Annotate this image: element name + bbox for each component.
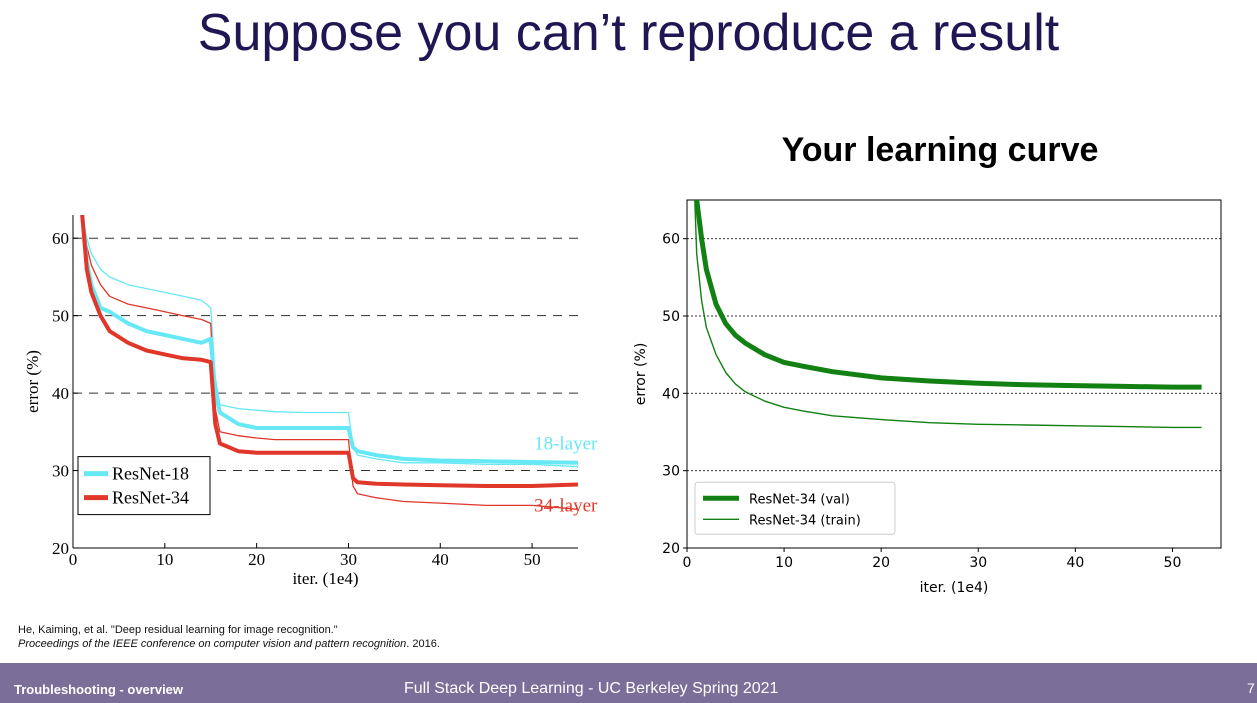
x-tick-label: 0 [683, 555, 692, 571]
chart-legend: ResNet-34 (val) ResNet-34 (train) [694, 481, 896, 535]
y-tick-label: 60 [662, 232, 680, 248]
x-tick-label: 0 [69, 550, 78, 569]
x-tick-label: 50 [1164, 555, 1182, 571]
y-tick-label: 30 [662, 464, 680, 480]
annotation-18-layer: 18-layer [534, 433, 598, 454]
y-tick-label: 40 [52, 384, 69, 403]
y-axis-label: error (%) [633, 343, 649, 406]
y-tick-label: 20 [52, 539, 69, 558]
series-line-resnet-18 [80, 214, 579, 465]
slide-footer: Troubleshooting - overview Full Stack De… [0, 663, 1257, 703]
series-line-resnet-34-train [81, 214, 579, 510]
slide-title: Suppose you can’t reproduce a result [197, 4, 1060, 62]
citation-venue: Proceedings of the IEEE conference on co… [18, 638, 407, 650]
citation: He, Kaiming, et al. "Deep residual learn… [18, 623, 440, 651]
series-line-resnet-34-val [694, 200, 1202, 390]
series-line-resnet-18-train [81, 214, 579, 468]
series-line-resnet-34 [80, 214, 579, 488]
plot-frame [686, 199, 1222, 549]
y-tick-label: 40 [662, 386, 680, 402]
annotation-34-layer: 34-layer [534, 495, 598, 516]
citation-line-2: Proceedings of the IEEE conference on co… [18, 637, 440, 651]
x-tick-label: 30 [340, 550, 357, 569]
legend-box [694, 481, 896, 535]
y-axis-label: error (%) [23, 350, 42, 413]
citation-year: . 2016. [406, 638, 440, 650]
y-tick-label: 50 [662, 309, 680, 325]
resnet-paper-chart: 20 30 40 50 60 0 10 20 30 40 50 iter. (1e4) error (%… [23, 214, 598, 588]
x-tick-label: 40 [432, 550, 449, 569]
x-tick-label: 10 [775, 555, 793, 571]
legend-box [77, 456, 211, 516]
your-learning-curve-chart: 20 30 40 50 60 0 10 20 30 40 50 iter. (1e4) error (%… [633, 199, 1222, 596]
citation-line-1: He, Kaiming, et al. "Deep residual learn… [18, 624, 338, 636]
x-tick-label: 20 [872, 555, 890, 571]
footer-page-number: 7 [1247, 680, 1255, 696]
legend-label: ResNet-34 (train) [749, 513, 861, 528]
x-axis-label: iter. (1e4) [292, 569, 358, 588]
x-tick-label: 30 [969, 555, 987, 571]
legend-label: ResNet-18 [112, 464, 189, 484]
y-tick-label: 20 [662, 541, 680, 557]
y-tick-label: 50 [52, 307, 69, 326]
series-line-resnet-34-train [694, 200, 1202, 429]
x-tick-label: 40 [1066, 555, 1084, 571]
y-tick-label: 30 [52, 462, 69, 481]
footer-section-label: Troubleshooting - overview [14, 682, 184, 697]
x-tick-label: 10 [156, 550, 173, 569]
x-tick-label: 50 [524, 550, 541, 569]
x-axis-label: iter. (1e4) [920, 580, 989, 596]
x-tick-label: 20 [248, 550, 265, 569]
footer-course-label: Full Stack Deep Learning - UC Berkeley S… [404, 680, 779, 697]
y-tick-label: 60 [52, 229, 69, 248]
chart-legend: ResNet-18 ResNet-34 [77, 456, 211, 516]
legend-label: ResNet-34 [112, 488, 189, 508]
right-chart-heading: Your learning curve [781, 131, 1099, 169]
legend-label: ResNet-34 (val) [749, 492, 850, 507]
